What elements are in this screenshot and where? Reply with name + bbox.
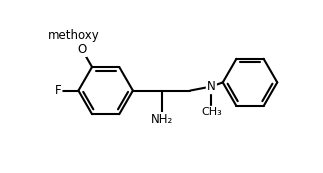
Text: N: N [207, 80, 216, 93]
Text: NH₂: NH₂ [151, 113, 172, 126]
Text: methoxy: methoxy [48, 29, 99, 42]
Text: O: O [77, 43, 87, 56]
Text: F: F [55, 84, 61, 97]
Text: CH₃: CH₃ [201, 107, 222, 117]
